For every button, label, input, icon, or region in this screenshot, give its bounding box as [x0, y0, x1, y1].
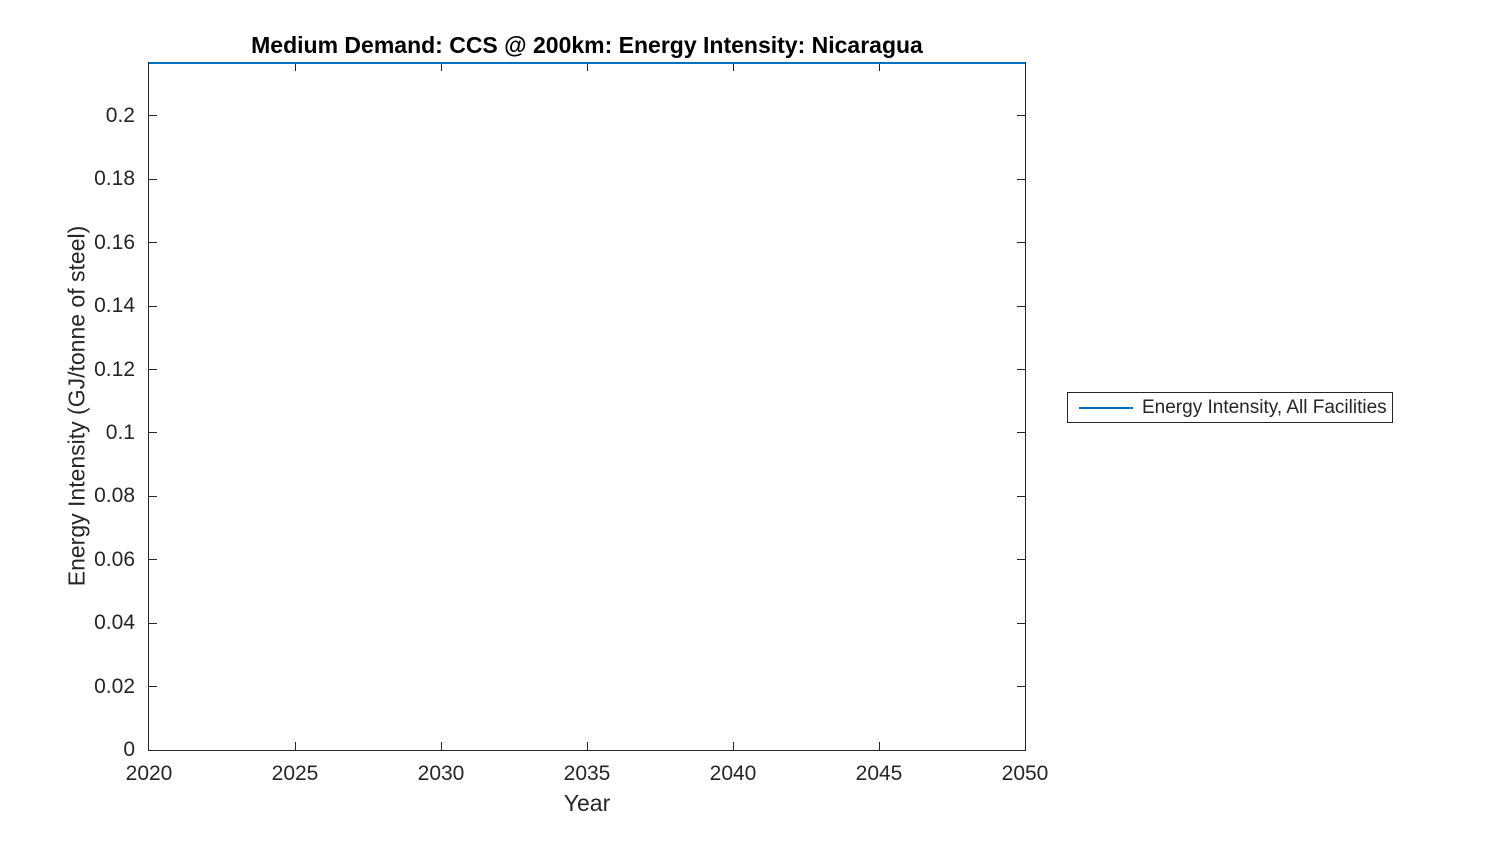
y-tick-label: 0.16	[94, 230, 135, 254]
y-tick	[149, 305, 157, 307]
y-tick-label: 0.08	[94, 484, 135, 508]
y-tick-label: 0.18	[94, 167, 135, 191]
x-tick	[878, 742, 880, 750]
x-tick-label: 2025	[271, 762, 319, 785]
x-tick-top	[294, 63, 296, 71]
x-tick-label: 2035	[563, 762, 611, 785]
y-tick	[149, 622, 157, 624]
y-tick-right	[1017, 115, 1025, 117]
y-tick	[149, 242, 157, 244]
x-tick	[586, 742, 588, 750]
y-tick-label: 0	[123, 738, 135, 761]
y-tick-right	[1017, 622, 1025, 624]
y-tick	[149, 115, 157, 117]
y-tick-right	[1017, 242, 1025, 244]
y-tick-right	[1017, 686, 1025, 688]
legend: Energy Intensity, All Facilities	[1067, 392, 1393, 423]
y-tick-label: 0.12	[94, 357, 135, 381]
x-tick-top	[586, 63, 588, 71]
y-tick-right	[1017, 305, 1025, 307]
y-tick-label: 0.06	[94, 547, 135, 571]
y-tick	[149, 432, 157, 434]
y-tick-label: 0.04	[94, 611, 135, 635]
x-tick	[440, 742, 442, 750]
x-tick-label: 2050	[1001, 762, 1049, 785]
y-tick	[149, 495, 157, 497]
x-tick	[294, 742, 296, 750]
x-tick-top	[878, 63, 880, 71]
x-tick	[732, 742, 734, 750]
y-tick-right	[1017, 178, 1025, 180]
plot-area: 2020 2025 2030 2035 2040 2045 2050 0 0.02 0.04 0.0…	[94, 62, 1048, 785]
legend-entry-label: Energy Intensity, All Facilities	[1142, 396, 1387, 418]
y-tick	[149, 559, 157, 561]
x-tick-label: 2020	[125, 762, 173, 785]
y-tick	[149, 686, 157, 688]
y-axis-label: Energy Intensity (GJ/tonne of steel)	[63, 225, 90, 587]
y-tick-label: 0.2	[105, 103, 135, 127]
x-tick-top	[732, 63, 734, 71]
y-tick	[149, 178, 157, 180]
chart-title: Medium Demand: CCS @ 200km: Energy Inten…	[251, 32, 923, 58]
y-tick-label: 0.02	[94, 674, 135, 698]
y-tick-right	[1017, 369, 1025, 371]
y-tick	[149, 369, 157, 371]
x-tick-label: 2030	[417, 762, 465, 785]
x-axis-label: Year	[563, 790, 611, 816]
y-tick-right	[1017, 559, 1025, 561]
x-tick-top	[440, 63, 442, 71]
y-tick-label: 0.1	[105, 420, 135, 444]
x-tick-label: 2040	[709, 762, 757, 785]
y-tick-right	[1017, 432, 1025, 434]
legend-line-sample	[1079, 406, 1133, 409]
y-tick-right	[1017, 495, 1025, 497]
y-tick-label: 0.14	[94, 294, 135, 318]
x-tick-label: 2045	[855, 762, 903, 785]
energy-intensity-line	[149, 62, 1025, 64]
